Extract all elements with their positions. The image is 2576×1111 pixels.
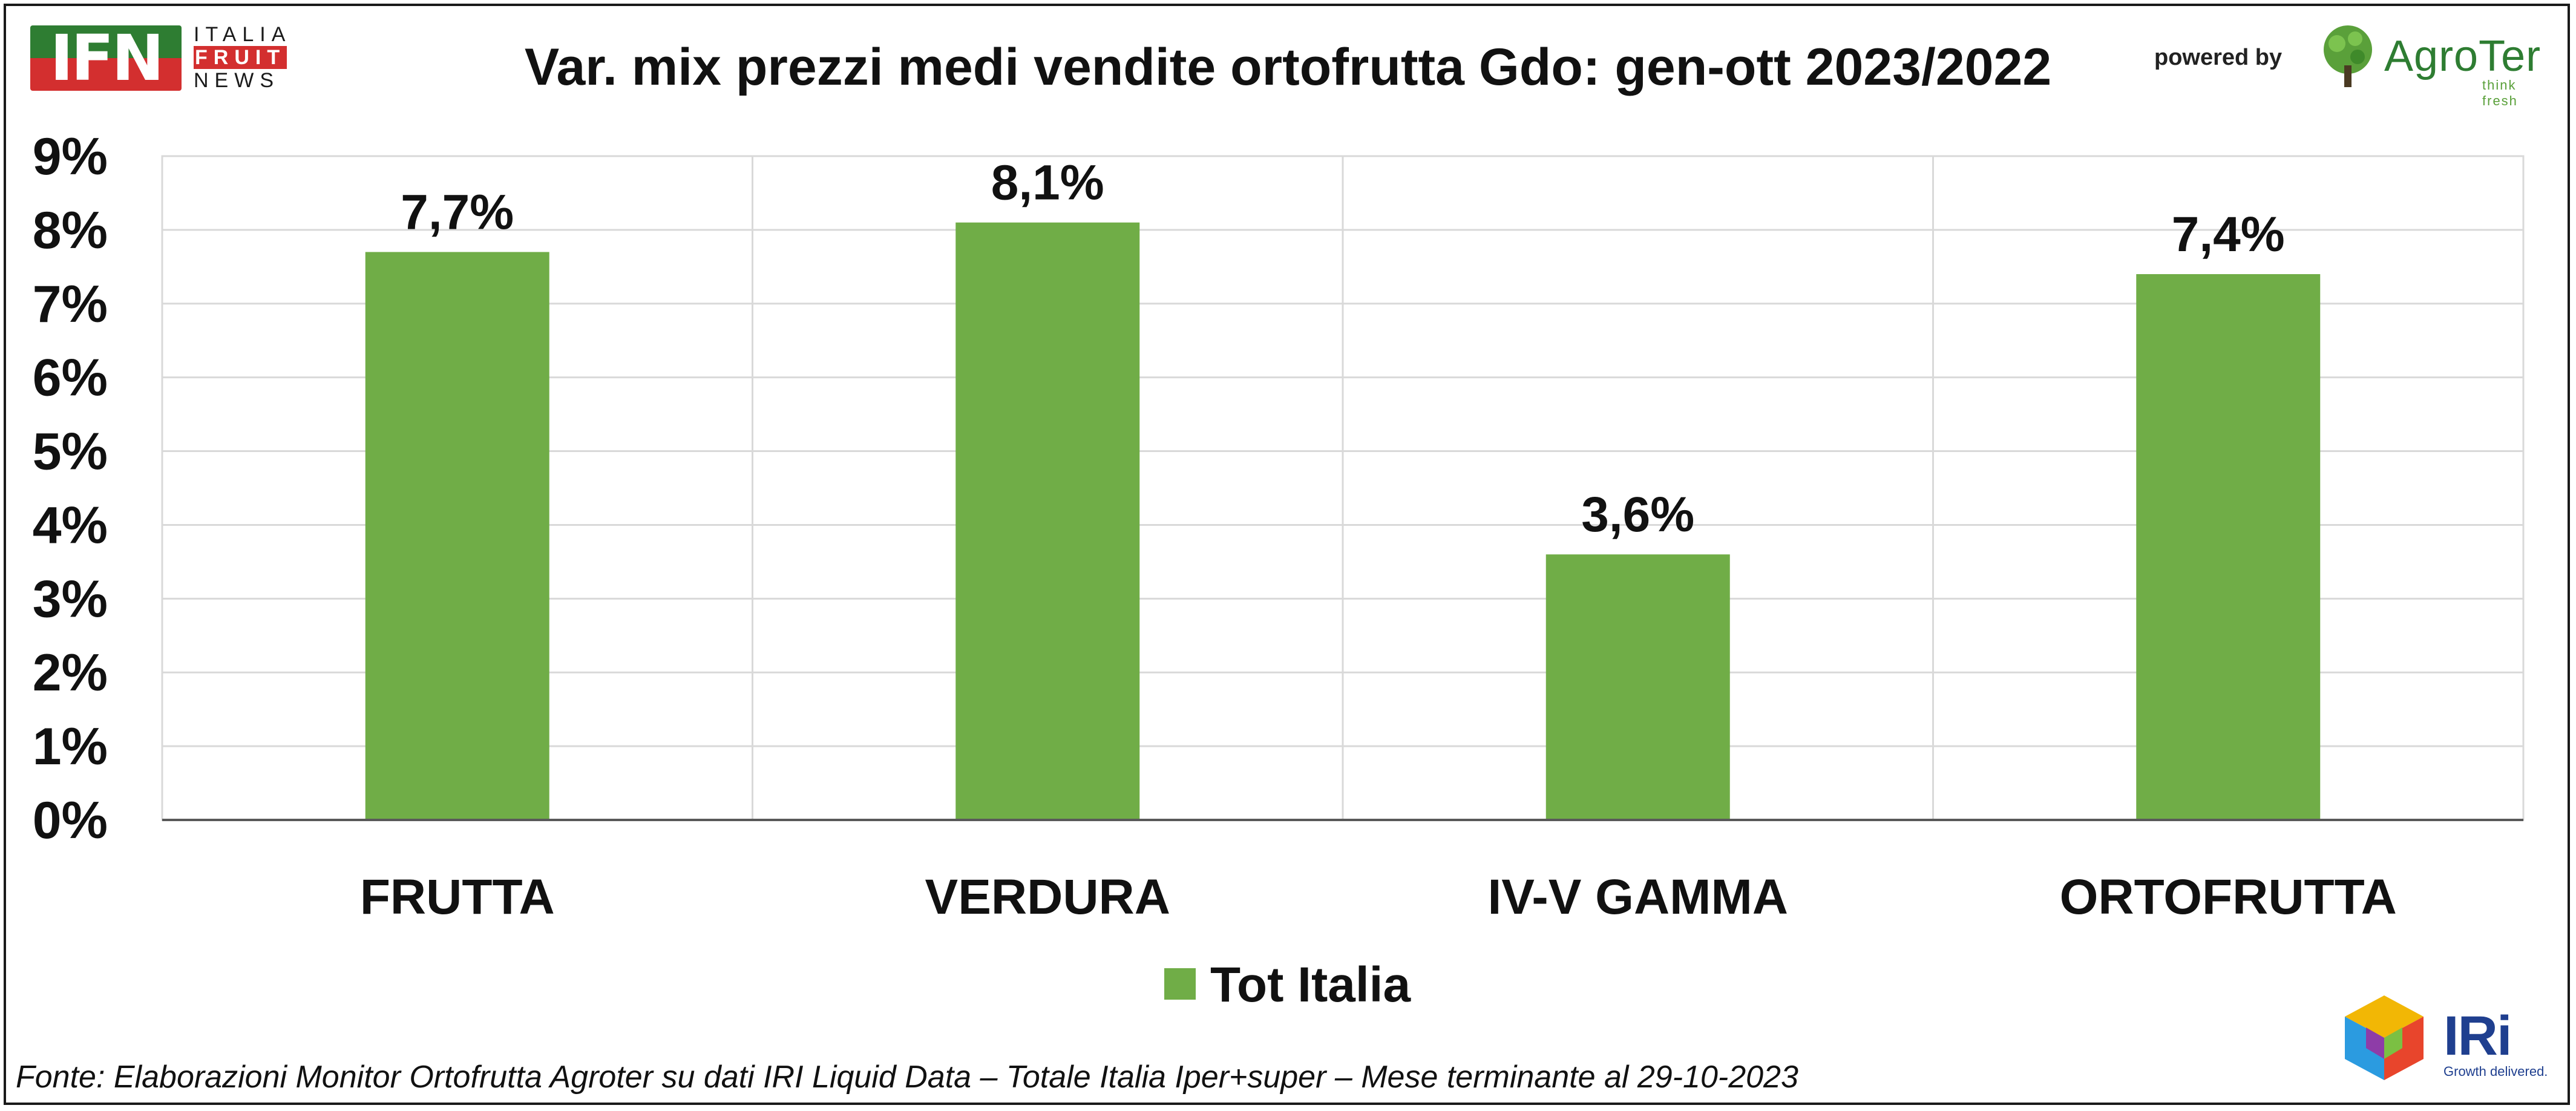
y-tick-label: 4%	[33, 496, 108, 554]
y-tick-label: 2%	[33, 644, 108, 702]
iri-logo-name: IRi	[2443, 1005, 2512, 1067]
data-label: 7,7%	[401, 185, 514, 240]
y-tick-label: 1%	[33, 718, 108, 776]
legend-label: Tot Italia	[1210, 957, 1411, 1012]
ifn-logo-word: FRUIT	[194, 46, 287, 69]
y-tick-label: 0%	[33, 791, 108, 850]
chart-title: Var. mix prezzi medi vendite ortofrutta …	[524, 38, 2052, 96]
bar	[955, 222, 1140, 820]
y-tick-label: 8%	[33, 202, 108, 260]
bar	[365, 252, 549, 820]
iri-logo-tagline: Growth delivered.	[2443, 1064, 2548, 1079]
agroter-logo-tagline: think fresh	[2482, 77, 2518, 108]
ifn-logo-word: ITALIA	[194, 23, 292, 46]
iri-logo: IRi Growth delivered.	[2342, 992, 2560, 1083]
x-tick-label: ORTOFRUTTA	[2060, 870, 2397, 925]
y-tick-label: 5%	[33, 423, 108, 481]
agroter-logo: AgroTer think fresh	[2318, 23, 2548, 108]
data-label: 7,4%	[2172, 207, 2285, 262]
data-label: 8,1%	[991, 156, 1104, 211]
powered-by-label: powered by	[2154, 45, 2283, 70]
bar	[1545, 554, 1730, 820]
agroter-logo-name: AgroTer	[2384, 32, 2542, 80]
x-tick-label: IV-V GAMMA	[1487, 870, 1788, 925]
ifn-logo-words: ITALIA FRUIT NEWS	[194, 23, 303, 92]
y-tick-label: 9%	[33, 128, 108, 186]
y-tick-label: 6%	[33, 349, 108, 407]
bar	[2136, 274, 2321, 820]
source-note: Fonte: Elaborazioni Monitor Ortofrutta A…	[16, 1060, 1798, 1095]
x-tick-label: VERDURA	[925, 870, 1170, 925]
y-tick-label: 3%	[33, 570, 108, 628]
ifn-logo-letters: IFN	[50, 25, 165, 91]
y-tick-label: 7%	[33, 275, 108, 333]
ifn-logo: IFN ITALIA FRUIT NEWS	[30, 23, 297, 94]
data-label: 3,6%	[1581, 487, 1694, 542]
tree-icon	[2324, 25, 2372, 87]
iri-cube-icon	[2345, 995, 2424, 1080]
legend-swatch	[1164, 968, 1196, 1000]
ifn-logo-word: NEWS	[194, 69, 280, 92]
x-tick-label: FRUTTA	[360, 870, 555, 925]
ifn-logo-mark: IFN	[30, 25, 182, 91]
